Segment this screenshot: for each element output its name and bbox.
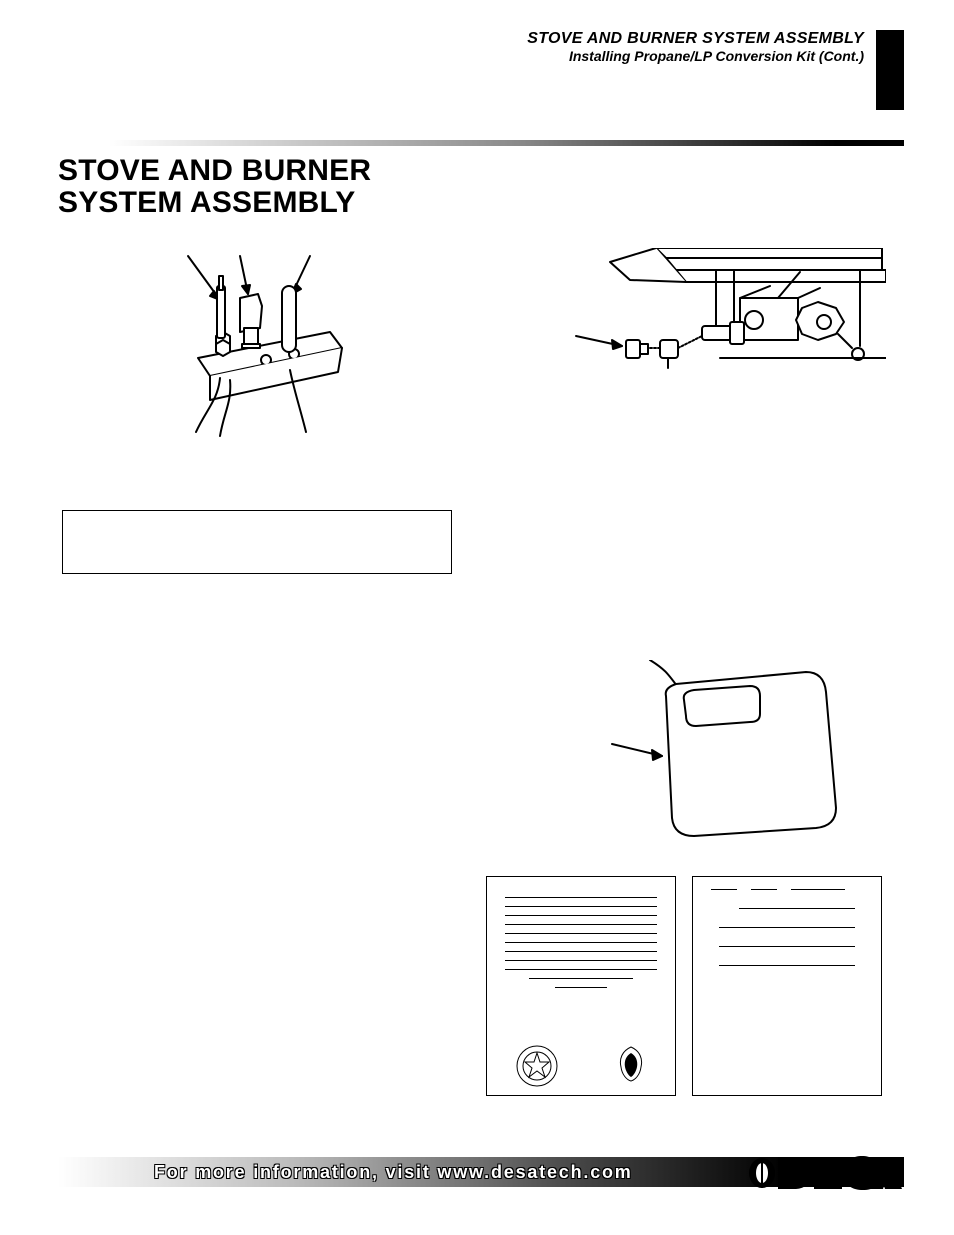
heading-line1: STOVE AND BURNER <box>58 154 371 187</box>
section-title: STOVE AND BURNER SYSTEM ASSEMBLY <box>527 30 864 48</box>
warning-box <box>62 510 452 574</box>
rating-label-right <box>692 876 882 1096</box>
label-dash-row <box>711 889 863 890</box>
page-header: STOVE AND BURNER SYSTEM ASSEMBLY Install… <box>527 30 904 110</box>
desa-logo-svg <box>748 1151 902 1195</box>
gradient-divider <box>58 140 904 146</box>
section-subtitle: Installing Propane/LP Conversion Kit (Co… <box>527 48 864 64</box>
air-shutter-svg <box>570 248 886 394</box>
air-shutter-figure <box>570 248 886 394</box>
footer-text: For more information, visit www.desatech… <box>154 1162 633 1183</box>
main-heading: STOVE AND BURNER SYSTEM ASSEMBLY <box>58 155 371 220</box>
pilot-svg <box>170 250 370 438</box>
rating-label-left <box>486 876 676 1096</box>
flue-plate-figure <box>610 660 840 838</box>
edge-tab <box>876 30 904 110</box>
label-previews <box>486 876 882 1096</box>
star-seal-icon <box>516 1045 558 1087</box>
pilot-assembly-figure <box>170 250 370 438</box>
desa-logo <box>748 1151 902 1195</box>
heading-line2: SYSTEM ASSEMBLY <box>58 186 356 219</box>
flue-svg <box>610 660 840 838</box>
header-text: STOVE AND BURNER SYSTEM ASSEMBLY Install… <box>527 30 876 64</box>
cert-seals <box>487 1045 675 1087</box>
cert-seal-icon <box>616 1045 646 1083</box>
